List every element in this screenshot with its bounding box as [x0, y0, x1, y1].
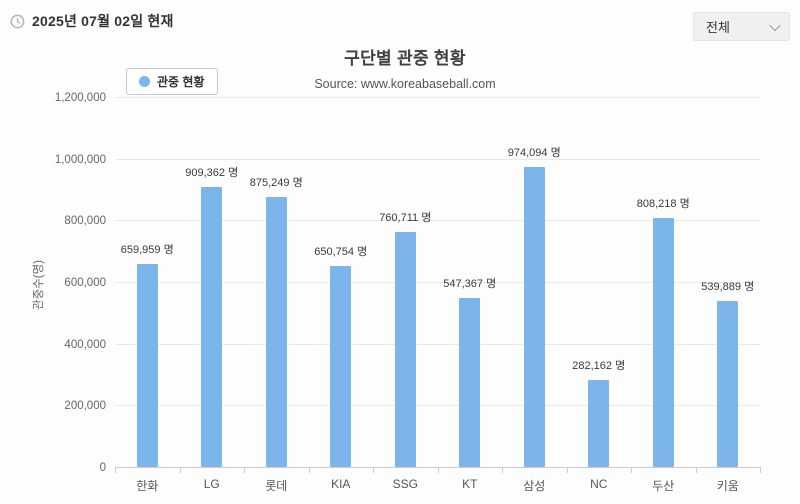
bar-value-label: 760,711 명	[379, 212, 432, 224]
team-filter-select[interactable]: 전체	[693, 12, 790, 41]
y-axis-tick-label: 0	[99, 462, 106, 474]
y-axis-tick-label: 600,000	[64, 277, 106, 289]
bar-value-label: 808,218 명	[636, 198, 690, 210]
x-axis-label: 삼성	[523, 479, 546, 493]
y-axis-tick-label: 1,200,000	[54, 92, 106, 104]
x-axis-tick	[695, 467, 697, 473]
x-axis-tick	[631, 467, 632, 473]
x-axis-label: 한화	[136, 479, 159, 493]
bar[interactable]	[330, 266, 352, 467]
bar-value-label: 650,754 명	[314, 246, 368, 258]
clock-icon	[10, 14, 25, 28]
bar[interactable]	[265, 197, 287, 467]
bar[interactable]	[717, 301, 739, 467]
gridline	[115, 158, 760, 160]
chevron-down-icon	[769, 19, 781, 31]
bar-value-label: 547,367 명	[443, 278, 497, 290]
x-axis-label: LG	[203, 477, 220, 491]
chart-subtitle: Source: www.koreabaseball.com	[314, 77, 496, 91]
bar[interactable]	[201, 187, 223, 467]
bar-value-label: 909,362 명	[185, 167, 239, 179]
x-axis-tick	[373, 467, 374, 473]
x-axis-label: NC	[590, 477, 608, 491]
bar[interactable]	[136, 264, 158, 467]
filter-selected-value: 전체	[706, 20, 730, 35]
x-axis-tick	[179, 467, 181, 473]
gridline	[115, 343, 760, 345]
x-axis-tick	[308, 467, 310, 473]
gridline	[115, 282, 760, 283]
gridline	[115, 220, 760, 222]
plot-area: 0 200,000 400,000 600,000 800,000 1,000,000 1,…	[55, 92, 761, 493]
bar[interactable]	[459, 298, 481, 467]
bar-value-label: 875,249 명	[249, 177, 303, 189]
date-label: 2025년 07월 02일 현재	[32, 13, 174, 29]
x-axis-tick	[760, 467, 761, 473]
bar-value-label: 539,889 명	[701, 281, 755, 293]
y-axis-tick-label: 1,000,000	[54, 153, 106, 166]
x-axis-label: KT	[462, 477, 478, 491]
x-axis-label: KIA	[331, 477, 351, 491]
x-axis-label: 롯데	[265, 479, 288, 493]
x-axis-label: SSG	[392, 477, 418, 491]
x-axis-label: 키움	[716, 479, 739, 493]
bar[interactable]	[588, 380, 610, 467]
x-axis-tick	[566, 467, 568, 473]
as-of-date: 2025년 07월 02일 현재	[10, 11, 174, 31]
bar[interactable]	[652, 218, 674, 467]
x-axis-label: 두산	[652, 479, 675, 493]
gridline	[115, 405, 760, 407]
legend-marker-icon	[139, 76, 150, 87]
y-axis-tick-label: 400,000	[64, 338, 106, 351]
x-axis-tick	[244, 467, 245, 473]
chart-title: 구단별 관중 현황	[344, 49, 466, 68]
legend-attendance[interactable]: 관중 현황	[126, 68, 218, 95]
y-axis-tick-label: 800,000	[64, 215, 106, 228]
y-axis-title: 관중수(명)	[33, 260, 45, 310]
y-axis-tick-label: 200,000	[64, 400, 106, 413]
x-axis-tick	[502, 467, 503, 473]
bar[interactable]	[394, 232, 416, 467]
bar-value-label: 659,959 명	[120, 244, 174, 256]
legend-label: 관중 현황	[157, 75, 205, 89]
bar-value-label: 974,094 명	[507, 147, 561, 159]
gridline	[115, 97, 760, 98]
x-axis-tick	[115, 467, 116, 473]
bar-value-label: 282,162 명	[572, 360, 626, 372]
x-axis-tick	[437, 467, 439, 473]
bar[interactable]	[523, 167, 545, 467]
